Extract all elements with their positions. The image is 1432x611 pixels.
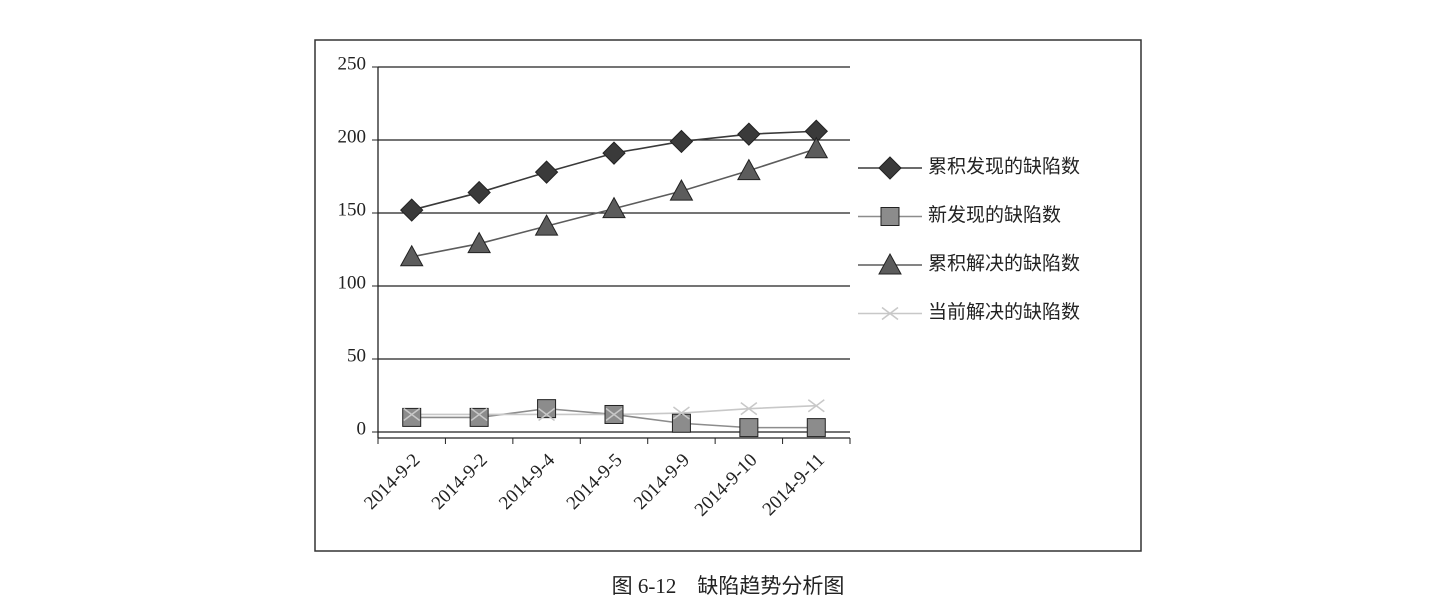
marker-x	[672, 406, 690, 420]
marker-triangle	[399, 244, 424, 267]
marker-diamond	[737, 122, 761, 146]
y-tick-label: 100	[338, 272, 367, 293]
marker-diamond	[467, 180, 491, 205]
y-tick-label: 200	[338, 126, 367, 147]
marker-square	[537, 399, 557, 419]
legend-marker	[881, 306, 899, 321]
legend-label: 新发现的缺陷数	[928, 204, 1061, 226]
marker-triangle	[467, 231, 491, 254]
marker-triangle	[602, 196, 626, 219]
x-tick-label: 2014-9-4	[495, 449, 559, 513]
legend-marker	[878, 156, 902, 180]
marker-triangle	[669, 179, 694, 201]
marker-square	[739, 418, 759, 438]
marker-square	[402, 407, 422, 427]
y-tick-label: 0	[357, 418, 367, 439]
legend-label: 当前解决的缺陷数	[928, 301, 1080, 323]
marker-x	[740, 402, 758, 416]
marker-diamond	[602, 141, 626, 165]
x-tick-label: 2014-9-10	[691, 450, 762, 521]
marker-square	[469, 407, 489, 427]
legend-label: 累积解决的缺陷数	[928, 252, 1080, 274]
x-tick-label: 2014-9-2	[428, 450, 492, 514]
marker-triangle	[804, 136, 829, 159]
marker-x	[605, 407, 623, 422]
x-tick-label: 2014-9-11	[759, 450, 829, 520]
y-tick-label: 150	[338, 199, 367, 220]
caption: 图 6-12 缺陷趋势分析图	[612, 574, 845, 598]
chart-frame	[314, 39, 1142, 552]
x-tick-label: 2014-9-5	[563, 450, 627, 514]
marker-triangle	[737, 158, 761, 181]
marker-square	[806, 418, 826, 438]
legend-label: 累积发现的缺陷数	[928, 155, 1080, 177]
legend-marker	[880, 207, 900, 226]
y-tick-label: 50	[347, 345, 366, 366]
marker-diamond	[534, 160, 559, 184]
x-tick-label: 2014-9-9	[630, 450, 694, 514]
marker-square	[671, 413, 691, 433]
marker-x	[470, 407, 488, 422]
marker-diamond	[400, 198, 424, 222]
x-tick-label: 2014-9-2	[360, 450, 424, 514]
marker-triangle	[534, 214, 559, 236]
y-tick-label: 250	[338, 53, 367, 74]
marker-x	[538, 407, 556, 422]
marker-x	[807, 399, 825, 413]
marker-x	[403, 407, 421, 422]
marker-diamond	[669, 129, 694, 154]
legend-marker	[878, 252, 902, 275]
